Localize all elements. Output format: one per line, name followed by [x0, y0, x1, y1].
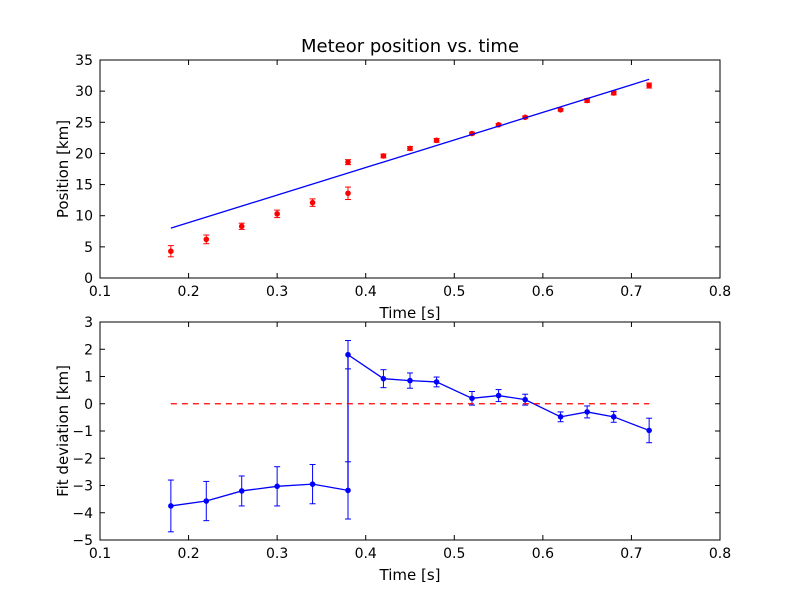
- y-tick-label: 20: [75, 146, 93, 162]
- x-tick-label: 0.4: [355, 546, 377, 562]
- y-tick-label: 2: [84, 342, 93, 358]
- data-point: [238, 488, 245, 494]
- y-tick-label: 0: [84, 397, 93, 413]
- y-tick-label: −1: [72, 424, 93, 440]
- x-tick-label: 0.5: [443, 284, 465, 300]
- y-axis-label: Position [km]: [54, 120, 72, 218]
- data-point: [274, 483, 280, 490]
- x-tick-label: 0.4: [355, 284, 377, 300]
- x-tick-label: 0.6: [532, 284, 554, 300]
- plot-area: [99, 59, 721, 279]
- data-point: [380, 375, 387, 382]
- data-point: [168, 503, 174, 509]
- data-point: [168, 248, 174, 255]
- x-tick-label: 0.7: [620, 546, 642, 562]
- y-tick-label: 10: [75, 209, 93, 225]
- data-point: [407, 145, 413, 152]
- x-axis-label: Time [s]: [379, 304, 441, 322]
- data-point: [495, 392, 502, 399]
- data-point: [380, 153, 387, 159]
- data-point: [584, 409, 590, 415]
- data-point: [203, 498, 210, 504]
- x-tick-label: 0.5: [443, 546, 465, 562]
- y-tick-label: 25: [75, 115, 93, 131]
- y-tick-label: −4: [72, 506, 93, 522]
- y-tick-label: 3: [84, 315, 93, 331]
- y-tick-label: 30: [75, 84, 93, 100]
- data-point: [433, 379, 440, 385]
- data-point: [407, 377, 413, 384]
- chart-panel-1: 0.1 0.2 0.3 0.4 0.5 0.6 0.7 0.8 0 5 10 15 20 25 30 35 Me…: [54, 36, 731, 322]
- x-tick-label: 0.2: [177, 546, 199, 562]
- y-tick-label: 35: [75, 53, 93, 69]
- x-axis-label: Time [s]: [379, 566, 441, 584]
- y-axis-label: Fit deviation [km]: [54, 365, 72, 497]
- data-point: [557, 414, 564, 420]
- data-point: [646, 427, 652, 434]
- x-tick-label: 0.2: [177, 284, 199, 300]
- y-tick-label: −2: [72, 451, 93, 467]
- x-tick-label: 0.1: [89, 284, 111, 300]
- y-tick-label: 1: [84, 370, 93, 386]
- chart-panel-2: 0.1 0.2 0.3 0.4 0.5 0.6 0.7 0.8 −5 −4 −3 −2 −1 0 1 2 3 Ti…: [54, 315, 731, 584]
- x-tick-label: 0.7: [620, 284, 642, 300]
- data-point: [274, 211, 280, 217]
- data-point: [345, 190, 351, 197]
- plot-area: [99, 321, 721, 541]
- data-point: [557, 107, 564, 113]
- data-point: [238, 223, 245, 230]
- x-tick-label: 0.3: [266, 546, 288, 562]
- data-point: [646, 82, 652, 89]
- data-point: [433, 137, 440, 144]
- data-point: [522, 396, 528, 403]
- x-tick-label: 0.6: [532, 546, 554, 562]
- data-point: [309, 481, 316, 487]
- data-point: [345, 159, 351, 165]
- data-point: [203, 236, 210, 243]
- x-tick-label: 0.3: [266, 284, 288, 300]
- series-line-2: [170, 78, 650, 229]
- data-point: [610, 414, 617, 420]
- x-tick-label: 0.8: [709, 546, 731, 562]
- data-point: [345, 487, 351, 494]
- x-tick-label: 0.8: [709, 284, 731, 300]
- data-point: [309, 199, 316, 206]
- y-tick-label: −3: [72, 479, 93, 495]
- y-tick-label: −5: [72, 533, 93, 549]
- data-point: [345, 351, 351, 358]
- y-tick-label: 0: [84, 271, 93, 287]
- y-tick-label: 5: [84, 240, 93, 256]
- chart-title: Meteor position vs. time: [301, 36, 519, 57]
- data-point: [469, 395, 475, 402]
- x-tick-label: 0.1: [89, 546, 111, 562]
- y-tick-label: 15: [75, 178, 93, 194]
